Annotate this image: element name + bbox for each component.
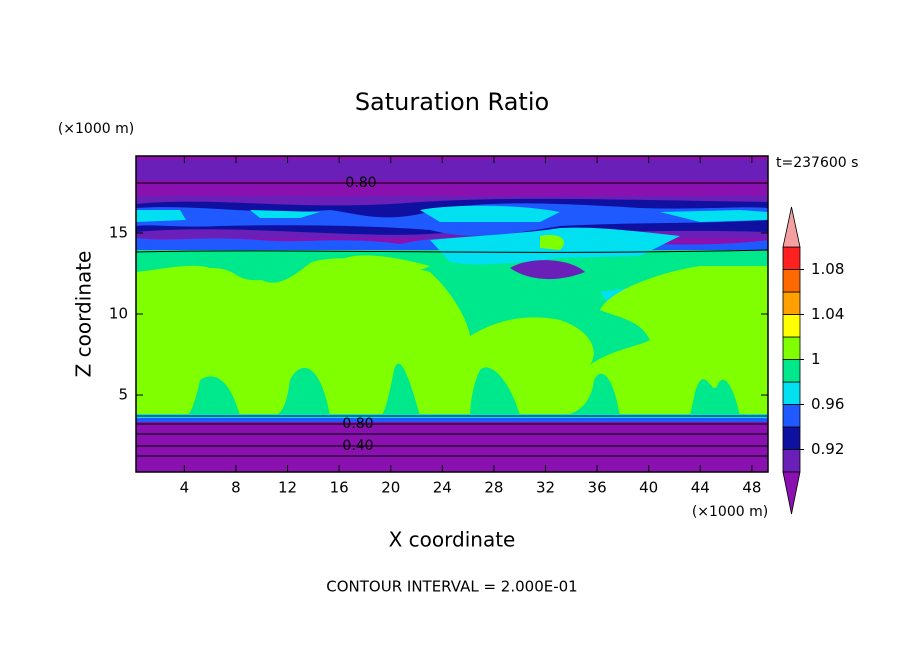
colorbar-box [782,269,801,293]
x-units: (×1000 m) [692,504,768,520]
colorbar-box [782,336,801,360]
x-tick-label: 40 [639,479,658,497]
x-tick-label: 36 [588,479,607,497]
colorbar-tick-label: 1 [811,350,821,368]
colorbar-box [782,381,801,405]
colorbar-tick-label: 1.04 [811,305,844,323]
colorbar-tick-label: 0.96 [811,395,844,413]
contour-region [136,258,768,416]
colorbar-under [782,471,801,515]
y-axis-label: Z coordinate [72,251,96,378]
colorbar-tick-label: 0.92 [811,440,844,458]
contour-label: 0.80 [342,416,373,432]
x-tick-label: 48 [742,479,761,497]
y-units: (×1000 m) [58,121,134,137]
time-label: t=237600 s [776,155,858,171]
chart-title: Saturation Ratio [355,88,549,116]
contour-region [136,205,768,222]
colorbar-box [782,449,801,473]
x-tick-label: 44 [691,479,710,497]
y-tick-label: 10 [109,305,128,323]
contour-region [136,160,768,180]
colorbar-box [782,246,801,270]
x-tick-label: 28 [484,479,503,497]
x-tick-label: 32 [536,479,555,497]
colorbar-box [782,404,801,428]
colorbar-over [782,206,801,248]
colorbar-tick-label: 1.08 [811,260,844,278]
x-tick-label: 16 [330,479,349,497]
x-tick-label: 24 [433,479,452,497]
x-tick-label: 4 [180,479,190,497]
colorbar-box [782,359,801,383]
colorbar-box [782,291,801,315]
footer-note: CONTOUR INTERVAL = 2.000E-01 [326,578,577,596]
colorbar-box [782,314,801,338]
y-tick-label: 5 [118,386,128,404]
x-axis-label: X coordinate [389,528,516,552]
contour-label: 0.40 [342,438,373,454]
contour-label: 0.80 [345,175,376,191]
contour-field [136,156,768,472]
contour-region [510,260,585,280]
x-tick-label: 20 [381,479,400,497]
colorbar-box [782,426,801,450]
contour-region [136,418,768,422]
x-tick-label: 12 [278,479,297,497]
y-tick-label: 15 [109,223,128,241]
contour-region [340,234,564,275]
x-tick-label: 8 [231,479,241,497]
